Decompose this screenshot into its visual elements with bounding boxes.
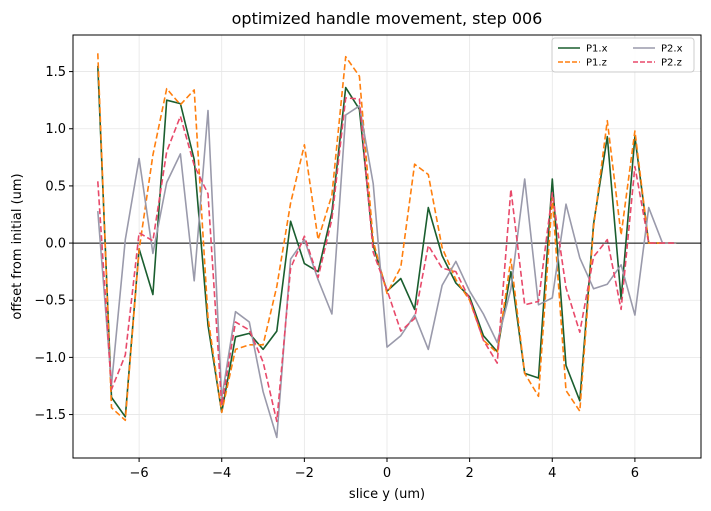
legend-label: P2.x (661, 44, 683, 55)
x-tick-label: 6 (631, 466, 639, 481)
y-tick-label: 1.0 (45, 122, 66, 137)
series-line-p1-z (97, 53, 677, 422)
series-line-p2-x (97, 105, 677, 439)
x-tick-label: −6 (130, 466, 149, 481)
series-lines (97, 53, 677, 439)
y-tick-label: −1.5 (34, 408, 66, 423)
x-axis-label: slice y (um) (349, 487, 425, 502)
legend-label: P2.z (661, 58, 682, 69)
grid-lines (73, 35, 701, 458)
x-tick-label: −2 (295, 466, 314, 481)
y-axis-label: offset from initial (um) (10, 173, 25, 319)
series-line-p2-z (97, 97, 677, 423)
y-tick-label: 1.5 (45, 65, 66, 80)
x-tick-label: −4 (212, 466, 231, 481)
chart-title: optimized handle movement, step 006 (232, 9, 543, 28)
y-tick-label: 0.0 (45, 237, 66, 252)
legend-label: P1.z (586, 58, 607, 69)
x-tick-label: 4 (548, 466, 556, 481)
legend-box (551, 37, 695, 73)
y-tick-label: 0.5 (45, 179, 66, 194)
axis-ticks: −6 −4 −2 0 2 4 6 −1.5 −1.0 −0.5 0.0 0.5 1.0 1.5 (34, 65, 639, 481)
y-tick-label: −1.0 (34, 351, 66, 366)
x-tick-label: 0 (383, 466, 391, 481)
legend: P1.x P1.z P2.x P2.z (551, 37, 695, 73)
x-tick-label: 2 (465, 466, 473, 481)
legend-label: P1.x (586, 44, 608, 55)
y-tick-label: −0.5 (34, 294, 66, 309)
